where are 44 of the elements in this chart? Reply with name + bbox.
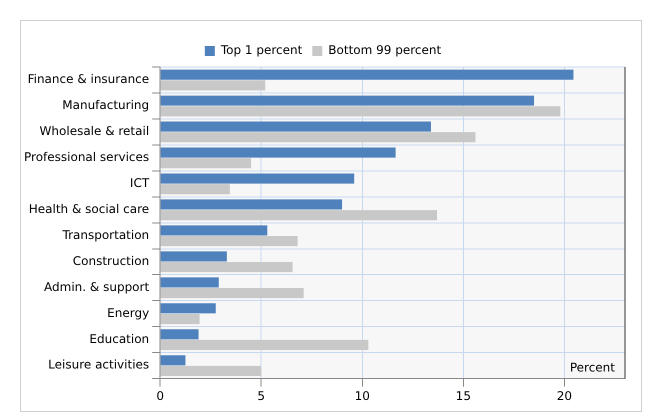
y-tick-label: ICT xyxy=(130,176,150,190)
x-tick-label: 10 xyxy=(354,388,370,403)
bar xyxy=(160,210,438,220)
bar xyxy=(160,277,219,288)
x-tick-label: 0 xyxy=(156,388,164,403)
bar xyxy=(160,184,230,194)
bar xyxy=(160,329,199,340)
bar xyxy=(160,236,298,246)
y-tick-label: Education xyxy=(89,332,150,346)
bar xyxy=(160,251,227,262)
bar xyxy=(160,173,354,184)
y-tick-label: Transportation xyxy=(62,228,150,242)
bar xyxy=(160,340,368,350)
y-tick-label: Professional services xyxy=(24,150,150,164)
y-tick-label: Health & social care xyxy=(28,202,150,216)
y-tick-label: Leisure activities xyxy=(48,358,150,372)
y-tick-label: Energy xyxy=(107,306,150,320)
legend-label: Bottom 99 percent xyxy=(328,43,442,58)
bar xyxy=(160,122,431,132)
bar xyxy=(160,366,262,376)
bar xyxy=(160,132,476,142)
x-tick-label: 5 xyxy=(257,388,266,403)
bar xyxy=(160,225,268,236)
bar xyxy=(160,355,186,366)
y-tick-label: Admin. & support xyxy=(44,280,150,294)
bar xyxy=(160,148,396,158)
bar xyxy=(160,158,252,168)
x-tick-label: 20 xyxy=(556,388,572,403)
legend-label: Top 1 percent xyxy=(220,43,303,58)
bar xyxy=(160,80,266,90)
y-tick-label: Wholesale & retail xyxy=(40,124,150,138)
annotation: Percent xyxy=(570,360,616,375)
y-tick-label: Manufacturing xyxy=(62,98,150,112)
bar xyxy=(160,199,342,210)
bar xyxy=(160,106,560,116)
y-tick-label: Construction xyxy=(72,254,150,268)
bar xyxy=(160,262,293,272)
bar xyxy=(160,96,534,106)
bar xyxy=(160,70,574,80)
x-tick-label: 15 xyxy=(456,388,471,403)
y-tick-label: Finance & insurance xyxy=(28,72,150,86)
bar xyxy=(160,303,216,314)
bar xyxy=(160,288,304,298)
bar xyxy=(160,314,200,324)
